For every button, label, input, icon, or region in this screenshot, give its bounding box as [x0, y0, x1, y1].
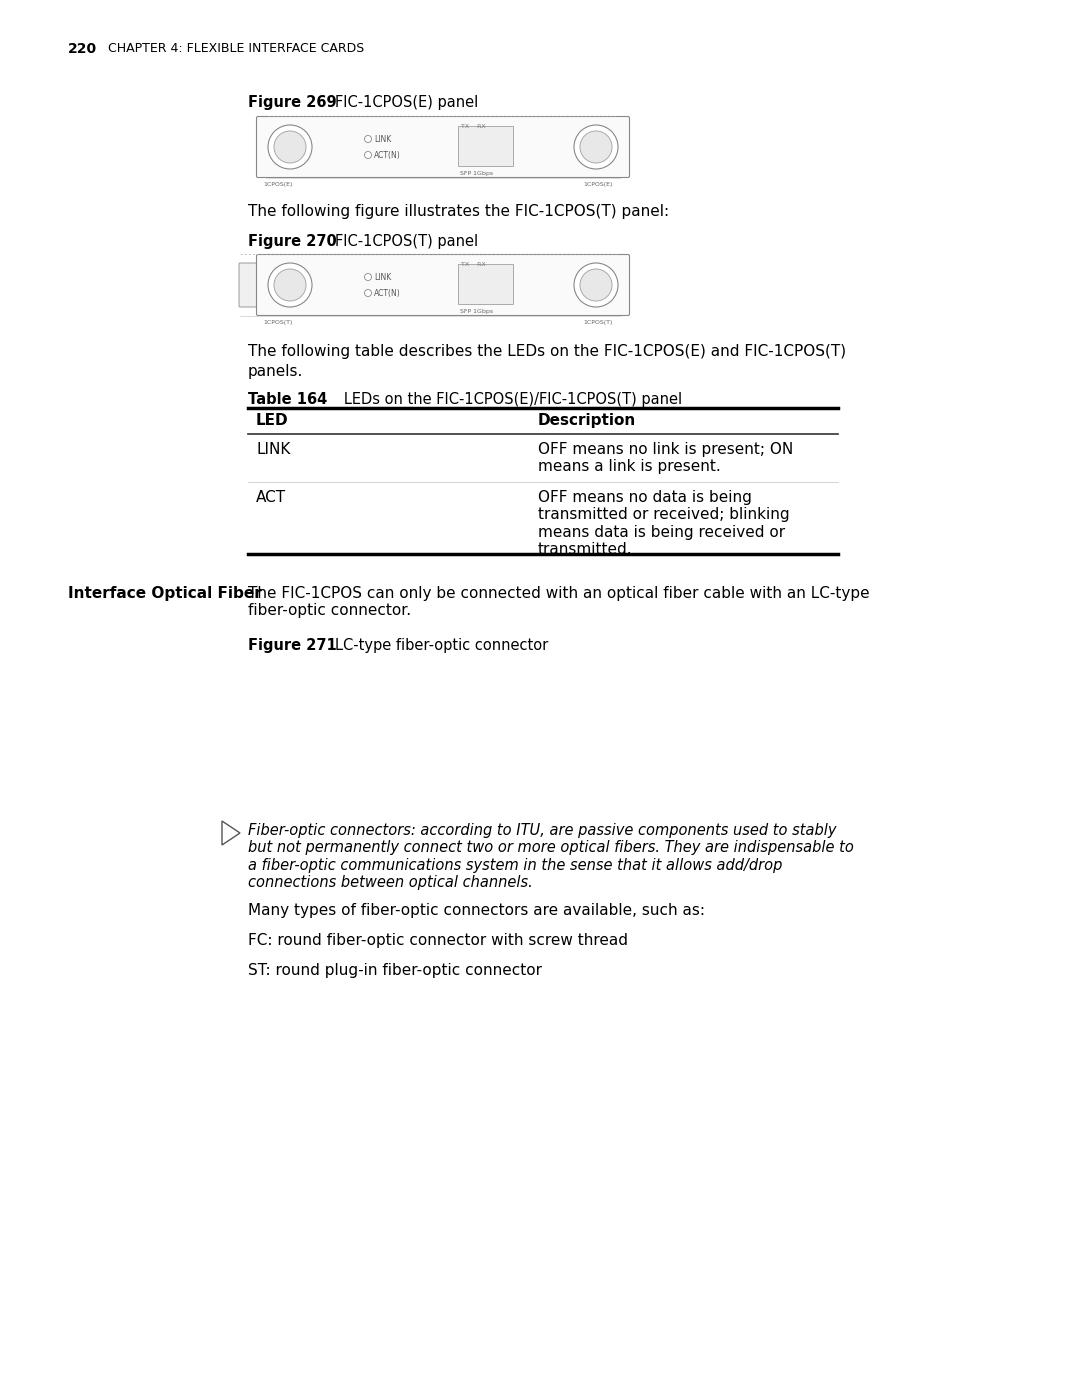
- Bar: [458, 126, 513, 166]
- Circle shape: [268, 124, 312, 169]
- Circle shape: [268, 263, 312, 307]
- Text: OFF means no data is being
transmitted or received; blinking
means data is being: OFF means no data is being transmitted o…: [538, 490, 789, 557]
- Text: SFP 1Gbps: SFP 1Gbps: [460, 170, 494, 176]
- Text: FIC-1CPOS(T) panel: FIC-1CPOS(T) panel: [335, 235, 478, 249]
- Text: The FIC-1CPOS can only be connected with an optical fiber cable with an LC-type
: The FIC-1CPOS can only be connected with…: [248, 585, 869, 619]
- Text: LINK: LINK: [374, 136, 391, 144]
- Text: Figure 269: Figure 269: [248, 95, 337, 110]
- Text: 1CPOS(T): 1CPOS(T): [264, 320, 293, 326]
- Text: LINK: LINK: [374, 272, 391, 282]
- Circle shape: [580, 270, 612, 300]
- FancyBboxPatch shape: [257, 116, 630, 177]
- Text: CHAPTER 4: FLEXIBLE INTERFACE CARDS: CHAPTER 4: FLEXIBLE INTERFACE CARDS: [108, 42, 364, 54]
- Circle shape: [365, 151, 372, 158]
- Text: The following table describes the LEDs on the FIC-1CPOS(E) and FIC-1CPOS(T): The following table describes the LEDs o…: [248, 344, 846, 359]
- Text: 1CPOS(E): 1CPOS(E): [583, 182, 612, 187]
- Text: 1CPOS(E): 1CPOS(E): [264, 182, 293, 187]
- Text: ST: round plug-in fiber-optic connector: ST: round plug-in fiber-optic connector: [248, 963, 542, 978]
- Text: Figure 271: Figure 271: [248, 638, 337, 652]
- Text: SFP 1Gbps: SFP 1Gbps: [460, 309, 494, 314]
- Text: LC-type fiber-optic connector: LC-type fiber-optic connector: [335, 638, 549, 652]
- Text: Interface Optical Fiber: Interface Optical Fiber: [68, 585, 261, 601]
- Polygon shape: [222, 821, 240, 845]
- Circle shape: [365, 136, 372, 142]
- Text: LINK: LINK: [256, 441, 291, 457]
- Text: Many types of fiber-optic connectors are available, such as:: Many types of fiber-optic connectors are…: [248, 902, 705, 918]
- Text: LED: LED: [256, 414, 288, 427]
- Text: Table 164: Table 164: [248, 393, 327, 407]
- Text: Fiber-optic connectors: according to ITU, are passive components used to stably
: Fiber-optic connectors: according to ITU…: [248, 823, 854, 890]
- Text: 1CPOS(T): 1CPOS(T): [583, 320, 612, 326]
- Bar: [458, 264, 513, 305]
- Circle shape: [365, 274, 372, 281]
- Text: Figure 270: Figure 270: [248, 235, 337, 249]
- Circle shape: [580, 131, 612, 163]
- Text: ACT: ACT: [256, 490, 286, 504]
- Circle shape: [573, 263, 618, 307]
- Text: TX    RX: TX RX: [461, 124, 486, 129]
- Text: panels.: panels.: [248, 365, 303, 379]
- Text: OFF means no link is present; ON
means a link is present.: OFF means no link is present; ON means a…: [538, 441, 793, 475]
- Circle shape: [573, 124, 618, 169]
- FancyBboxPatch shape: [257, 254, 630, 316]
- Circle shape: [274, 131, 306, 163]
- Text: TX    RX: TX RX: [461, 263, 486, 267]
- Text: LEDs on the FIC-1CPOS(E)/FIC-1CPOS(T) panel: LEDs on the FIC-1CPOS(E)/FIC-1CPOS(T) pa…: [330, 393, 683, 407]
- FancyBboxPatch shape: [239, 263, 259, 307]
- Text: 220: 220: [68, 42, 97, 56]
- Circle shape: [274, 270, 306, 300]
- Text: Description: Description: [538, 414, 636, 427]
- Circle shape: [365, 289, 372, 296]
- Text: FC: round fiber-optic connector with screw thread: FC: round fiber-optic connector with scr…: [248, 933, 627, 949]
- Text: ACT(N): ACT(N): [374, 289, 401, 298]
- Text: FIC-1CPOS(E) panel: FIC-1CPOS(E) panel: [335, 95, 478, 110]
- Text: The following figure illustrates the FIC-1CPOS(T) panel:: The following figure illustrates the FIC…: [248, 204, 670, 219]
- Text: ACT(N): ACT(N): [374, 151, 401, 161]
